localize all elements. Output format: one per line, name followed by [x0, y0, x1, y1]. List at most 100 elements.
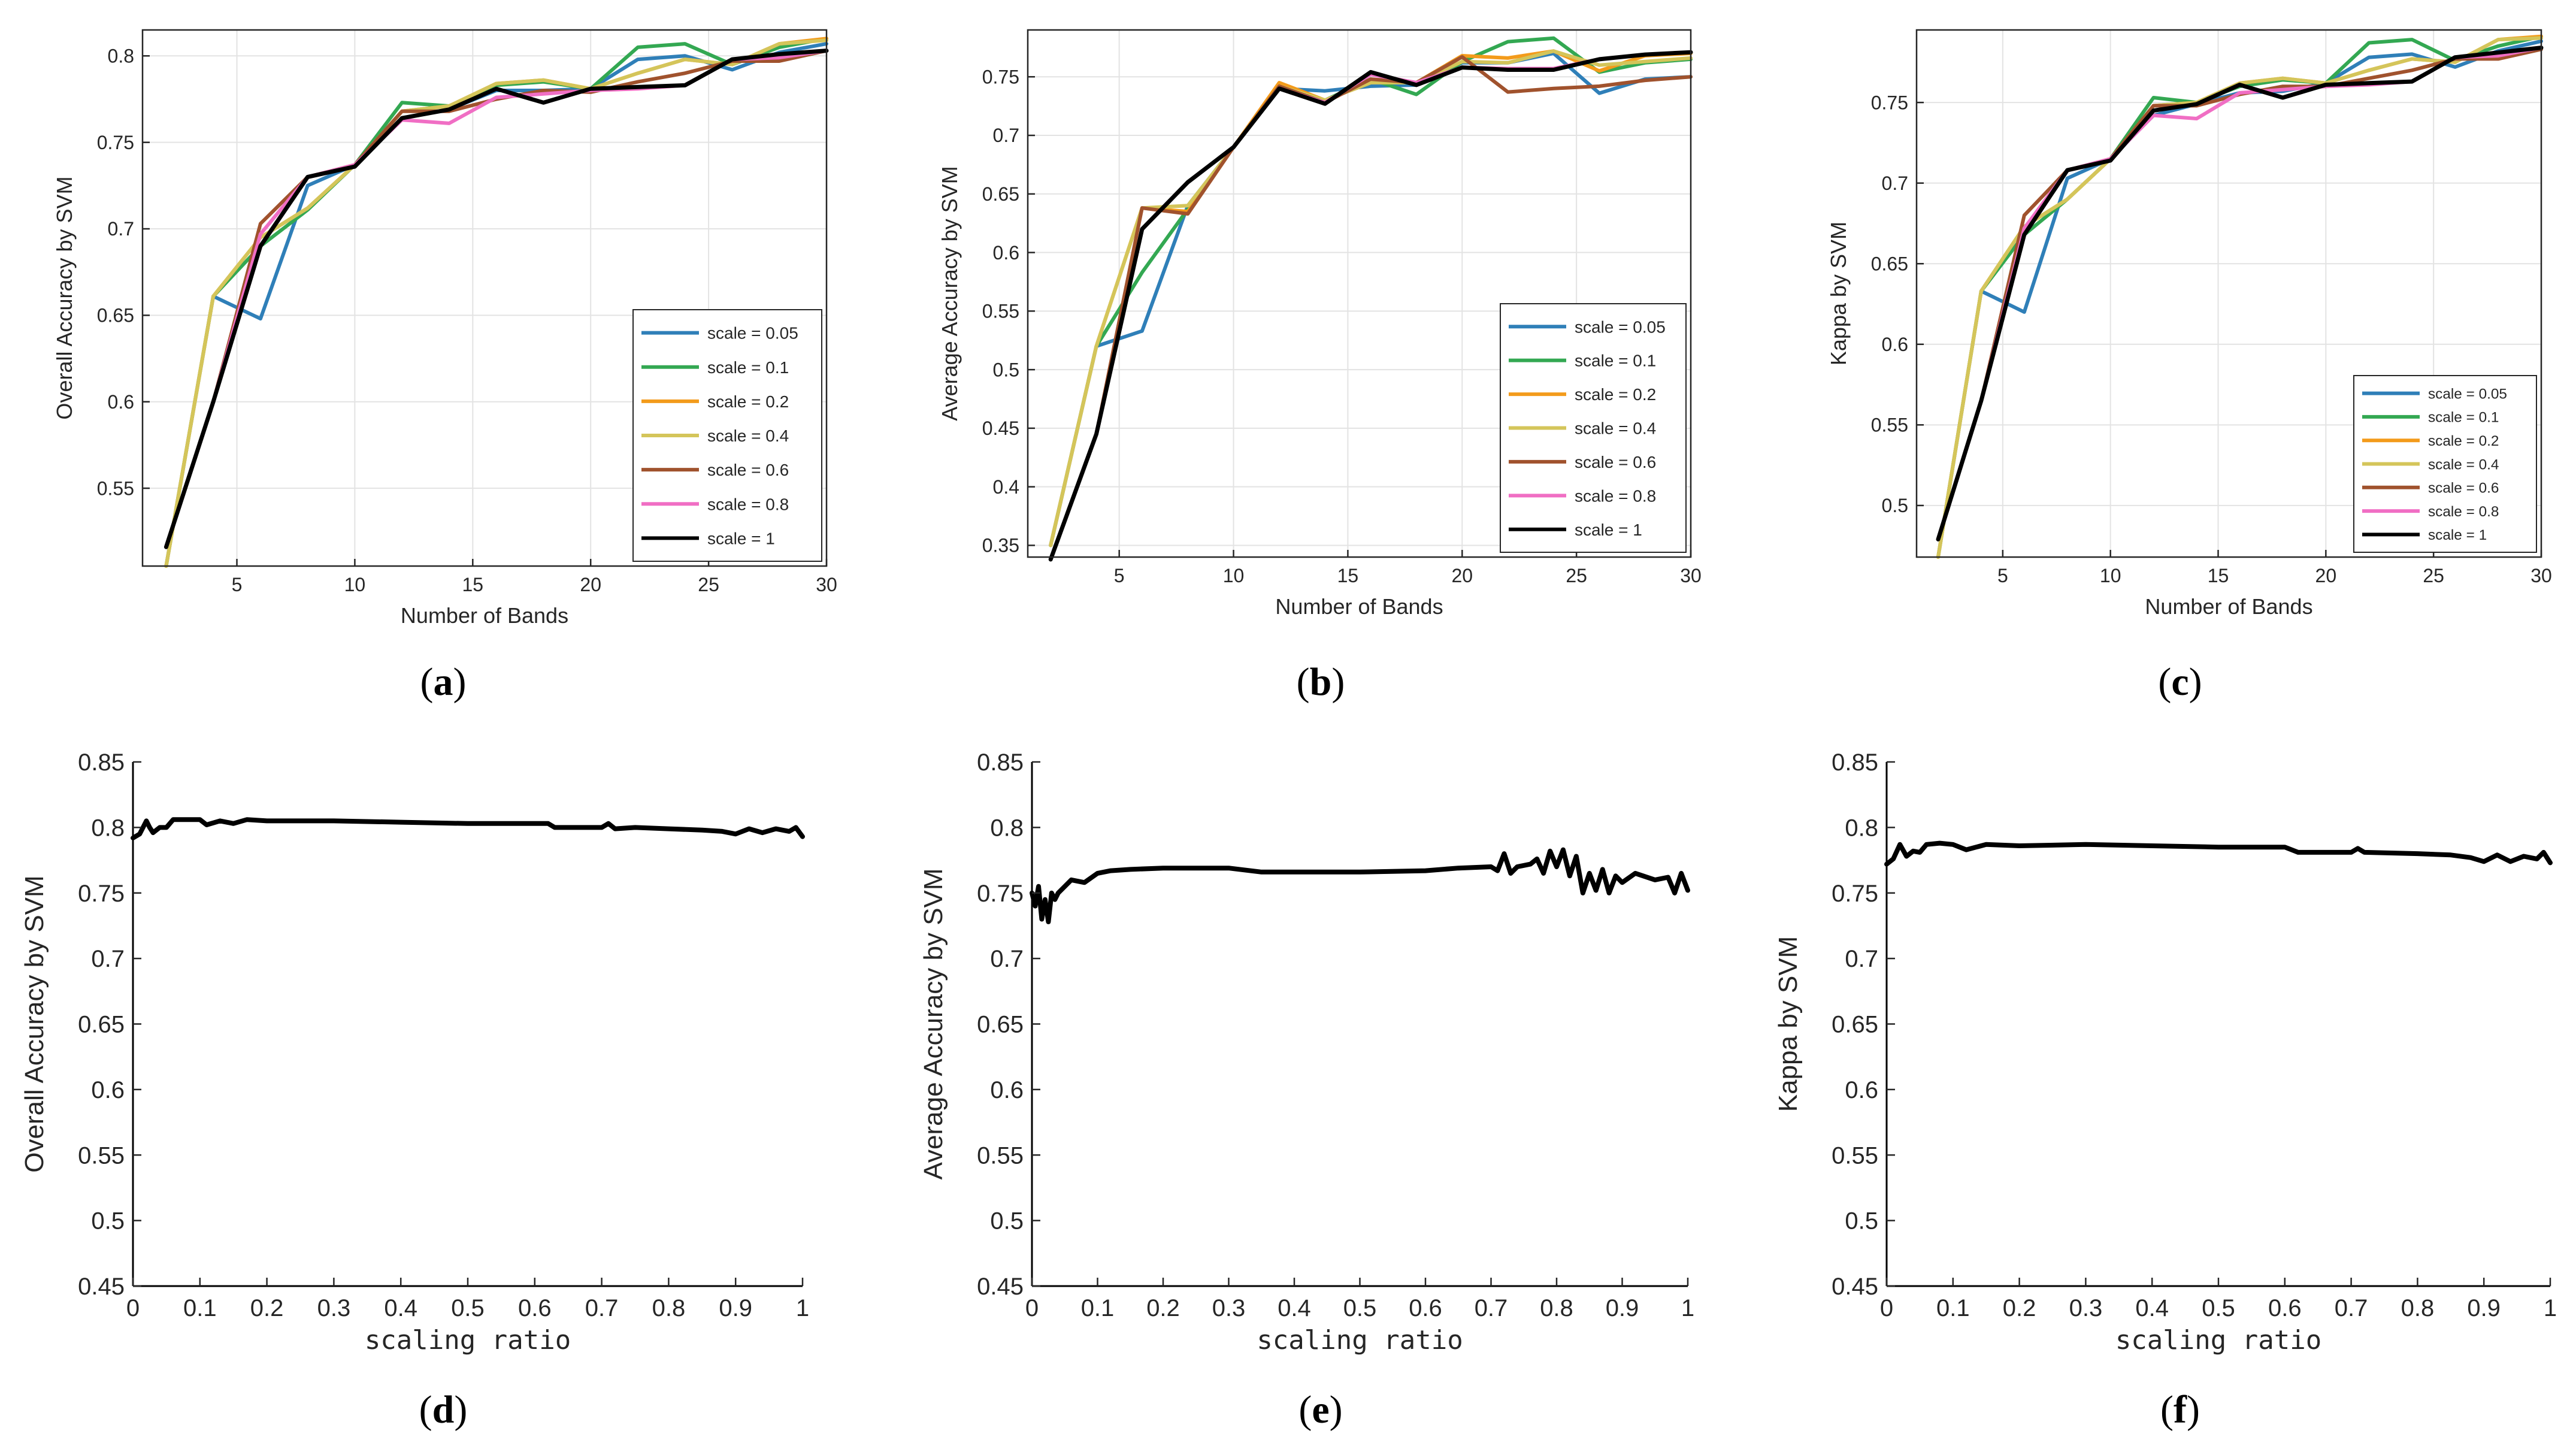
chart-e: 0 0.1 0.2 0.3 0.4 0.5 0.6 0.7 0.8 0.9 1 0.45 0.5 0.55…	[919, 749, 1694, 1356]
y-tick-label-a: 0.6	[108, 391, 134, 413]
caption-letter: f	[2174, 1388, 2187, 1432]
x-tick-label-d: 0.8	[652, 1295, 686, 1321]
y-axis-label-a: Overall Accuracy by SVM	[52, 176, 77, 419]
y-tick-label-e: 0.85	[977, 749, 1024, 776]
legend-label-a-1: scale = 0.1	[707, 358, 789, 377]
chart-d: 0 0.1 0.2 0.3 0.4 0.5 0.6 0.7 0.8 0.9 1 0.45 0.5 0.55…	[20, 749, 809, 1356]
x-tick-label-a: 10	[344, 574, 366, 595]
x-tick-label-c: 25	[2423, 565, 2444, 586]
x-tick-label-c: 30	[2530, 565, 2552, 586]
y-axis-label-c: Kappa by SVM	[1826, 222, 1851, 365]
legend-label-b-4: scale = 0.6	[1575, 453, 1656, 471]
axes-box-c	[1915, 29, 2542, 558]
x-axis-label-b: Number of Bands	[1275, 594, 1443, 619]
y-tick-label-b: 0.55	[982, 301, 1019, 322]
y-tick-label-d: 0.7	[91, 946, 125, 972]
legend-label-c-5: scale = 0.8	[2428, 504, 2499, 520]
caption-d: (d)	[419, 1388, 468, 1432]
y-tick-label-d: 0.6	[91, 1077, 125, 1103]
x-tick-label-a: 5	[232, 574, 243, 595]
x-tick-label-e: 1	[1681, 1295, 1694, 1321]
y-tick-label-f: 0.6	[1845, 1077, 1878, 1103]
caption-e-text: (e)	[1298, 1388, 1342, 1432]
x-tick-label-d: 0.6	[518, 1295, 552, 1321]
legend-label-a-3: scale = 0.4	[707, 426, 789, 445]
x-tick-label-d: 0.3	[317, 1295, 351, 1321]
y-tick-label-d: 0.8	[91, 815, 125, 841]
x-tick-label-f: 0.5	[2202, 1295, 2235, 1321]
x-tick-label-e: 0	[1025, 1295, 1039, 1321]
y-tick-label-b: 0.65	[982, 183, 1019, 205]
x-tick-label-f: 0	[1880, 1295, 1893, 1321]
caption-c-text: (c)	[2158, 660, 2202, 704]
series-group-a	[164, 37, 829, 568]
legend-c: scale = 0.05 scale = 0.1 scale = 0.2 scale …	[2353, 375, 2537, 553]
legend-b: scale = 0.05 scale = 0.1 scale = 0.2 scale …	[1500, 303, 1687, 553]
x-tick-label-e: 0.6	[1409, 1295, 1442, 1321]
x-tick-label-b: 10	[1223, 565, 1245, 586]
series-line-b-4	[1049, 55, 1693, 561]
y-tick-label-d: 0.5	[91, 1208, 125, 1235]
y-tick-label-f: 0.7	[1845, 946, 1878, 972]
x-axis-label-e: scaling ratio	[1257, 1325, 1463, 1356]
x-tick-label-c: 5	[1997, 565, 2008, 586]
legend-label-c-1: scale = 0.1	[2428, 410, 2499, 426]
series-group-f	[1884, 840, 2553, 867]
y-tick-label-b: 0.5	[993, 359, 1019, 380]
y-tick-label-a: 0.65	[97, 305, 134, 326]
y-tick-label-f: 0.75	[1832, 881, 1878, 907]
x-tick-label-d: 0	[126, 1295, 140, 1321]
x-tick-label-b: 15	[1337, 565, 1359, 586]
caption-f-text: (f)	[2160, 1388, 2200, 1432]
chart-c: 5 10 15 20 25 30 0.5 0.55 0.6 0.65 0.7 0.75 Number o…	[1826, 29, 2552, 619]
y-tick-label-f: 0.45	[1832, 1273, 1878, 1300]
legend-label-c-3: scale = 0.4	[2428, 456, 2499, 473]
y-tick-label-e: 0.7	[990, 946, 1024, 972]
y-axis-label-f: Kappa by SVM	[1773, 936, 1803, 1112]
y-tick-label-c: 0.6	[1882, 334, 1908, 355]
legend-label-a-6: scale = 1	[707, 530, 775, 548]
y-tick-label-e: 0.6	[990, 1077, 1024, 1103]
x-tick-label-f: 0.6	[2268, 1295, 2302, 1321]
chart-f: 0 0.1 0.2 0.3 0.4 0.5 0.6 0.7 0.8 0.9 1 0.45 0.5 0.55…	[1773, 749, 2557, 1356]
caption-f: (f)	[2160, 1388, 2200, 1432]
legend-label-a-0: scale = 0.05	[707, 324, 798, 343]
y-tick-label-e: 0.5	[990, 1208, 1024, 1235]
legend-label-b-0: scale = 0.05	[1575, 317, 1666, 336]
caption-b-text: (b)	[1297, 660, 1345, 704]
legend-label-c-2: scale = 0.2	[2428, 433, 2499, 449]
x-tick-label-f: 0.4	[2135, 1295, 2169, 1321]
caption-letter: b	[1310, 660, 1332, 704]
x-tick-label-b: 25	[1566, 565, 1587, 586]
y-tick-label-b: 0.35	[982, 535, 1019, 556]
y-tick-label-f: 0.65	[1832, 1012, 1878, 1038]
x-tick-label-e: 0.1	[1081, 1295, 1115, 1321]
chart-a: 5 10 15 20 25 30 0.55 0.6 0.65 0.7 0.75 0.8 Number o…	[52, 29, 837, 628]
x-tick-label-d: 0.9	[719, 1295, 752, 1321]
y-tick-label-a: 0.55	[97, 477, 134, 499]
legend-label-c-4: scale = 0.6	[2428, 480, 2499, 497]
y-tick-label-c: 0.75	[1871, 92, 1908, 113]
y-tick-label-d: 0.65	[78, 1012, 125, 1038]
caption-c: (c)	[2158, 660, 2202, 704]
x-tick-label-e: 0.4	[1278, 1295, 1311, 1321]
y-tick-label-b: 0.7	[993, 125, 1019, 146]
x-axis-label-f: scaling ratio	[2115, 1325, 2321, 1356]
y-tick-label-c: 0.7	[1882, 173, 1908, 194]
series-line-d-0	[131, 817, 805, 840]
y-tick-label-a: 0.7	[108, 218, 134, 240]
y-tick-label-b: 0.6	[993, 242, 1019, 264]
series-line-a-3	[164, 38, 828, 568]
x-tick-label-d: 0.1	[183, 1295, 217, 1321]
y-tick-label-f: 0.8	[1845, 815, 1878, 841]
y-tick-label-e: 0.45	[977, 1273, 1024, 1300]
series-line-a-6	[164, 49, 829, 549]
y-tick-label-e: 0.75	[977, 881, 1024, 907]
y-axis-label-d: Overall Accuracy by SVM	[20, 875, 49, 1172]
caption-a-text: (a)	[420, 660, 467, 704]
caption-a: (a)	[420, 660, 467, 704]
legend-label-b-2: scale = 0.2	[1575, 385, 1656, 404]
y-tick-label-b: 0.75	[982, 66, 1019, 87]
